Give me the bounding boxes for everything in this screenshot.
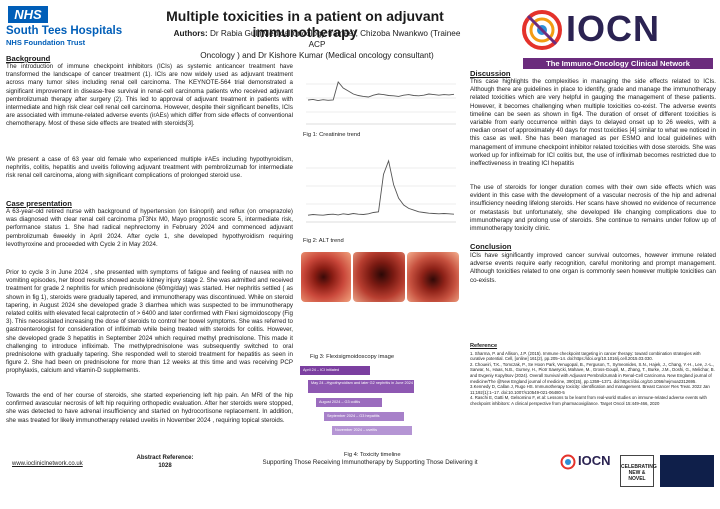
iocn-tagline: The Immuno-Oncology Clinical Network xyxy=(523,58,713,69)
timeline-item: May 24 –Hypothyroidism and later G2 neph… xyxy=(308,380,414,393)
creatinine-series-line xyxy=(307,81,455,102)
footer-tagline: Supporting Those Receiving Immunotherapy… xyxy=(262,459,478,466)
authors: Authors: Dr Rabia Gul (Medical oncology … xyxy=(172,28,462,61)
reference-item: 2. Choueiri, T.K., Tomczak, P., Se Hoon … xyxy=(470,361,715,384)
organisation-subtitle: NHS Foundation Trust xyxy=(6,38,86,47)
conclusion-paragraph: ICIs have significantly improved cancer … xyxy=(470,252,716,284)
endoscopy-image-2 xyxy=(353,252,405,302)
fig1-caption: Fig 1: Creatinine trend xyxy=(303,132,361,138)
case-paragraph-3: Towards the end of her course of steroid… xyxy=(6,392,293,424)
authors-line-2: Oncology ) and Dr Kishore Kumar (Medical… xyxy=(200,51,434,60)
footer-partner-logo xyxy=(660,455,714,487)
reference-item: 4. Raschi E, Gatti M, Gelsomino F, et al… xyxy=(470,395,707,406)
conclusion-heading: Conclusion xyxy=(470,242,512,251)
references: Reference 1. Sharma, P. and Allison, J.P… xyxy=(470,343,716,407)
background-paragraph-2: We present a case of 63 year old female … xyxy=(6,156,293,180)
footer-iocn-wordmark: IOCN xyxy=(578,453,611,468)
references-heading: Reference xyxy=(470,343,498,349)
case-paragraph-1: A 63-year-old retired nurse with backgro… xyxy=(6,208,293,248)
reference-item: 3.Kennedy D, Callan J, Rugo HS. Immunoth… xyxy=(470,384,710,395)
alt-chart xyxy=(300,150,460,230)
timeline-item: September 2024 – G3 hepatitis xyxy=(324,412,404,421)
endoscopy-image-3 xyxy=(407,252,459,302)
authors-line-1: Dr Rabia Gul (Medical oncology trainee),… xyxy=(207,29,461,49)
discussion-paragraph-2: The use of steroids for longer duration … xyxy=(470,184,716,233)
timeline-item: November 2024 – uveitis xyxy=(332,426,412,435)
new-and-novel-badge: CELEBRATING NEW & NOVEL xyxy=(620,455,657,487)
poster-title: Multiple toxicities in a patient on adju… xyxy=(166,8,444,40)
authors-label: Authors: xyxy=(173,29,208,38)
abstract-reference-label: Abstract Reference: xyxy=(136,455,194,461)
fig3-caption: Fig 3: Flexisigmoidoscopy image xyxy=(310,354,395,360)
toxicity-timeline: April 24 – ICI initiated May 24 –Hypothy… xyxy=(300,366,420,450)
website-link[interactable]: www.iocliniclnetwork.co.uk xyxy=(12,461,83,467)
iocn-footer-logo-icon xyxy=(560,454,576,470)
fig2-caption: Fig 2: ALT trend xyxy=(303,238,344,244)
case-paragraph-2: Prior to cycle 3 in June 2024 , she pres… xyxy=(6,269,293,375)
reference-item: 1. Sharma, P. and Allison, J.P. (2015). … xyxy=(470,350,701,362)
timeline-item: August 2024 – G3 colitis xyxy=(316,398,382,407)
case-heading: Case presentation xyxy=(6,199,72,208)
alt-series-line xyxy=(307,159,455,216)
nhs-logo: NHS xyxy=(8,6,48,23)
discussion-heading: Discussion xyxy=(470,69,511,78)
organisation-name: South Tees Hospitals xyxy=(6,25,123,37)
endoscopy-image-1 xyxy=(301,252,351,302)
discussion-paragraph-1: This case highlights the complexities in… xyxy=(470,78,716,168)
background-heading: Background xyxy=(6,54,51,63)
abstract-reference-number: 1028 xyxy=(158,463,172,469)
background-paragraph-1: The introduction of immune checkpoint in… xyxy=(6,63,293,128)
iocn-wordmark: IOCN xyxy=(566,8,660,49)
fig4-caption: Fig 4: Toxicity timeline xyxy=(344,452,401,458)
timeline-item: April 24 – ICI initiated xyxy=(300,366,370,375)
abstract-reference: Abstract Reference: 1028 xyxy=(130,454,200,470)
iocn-logo-icon xyxy=(522,10,562,50)
creatinine-chart xyxy=(300,70,460,130)
